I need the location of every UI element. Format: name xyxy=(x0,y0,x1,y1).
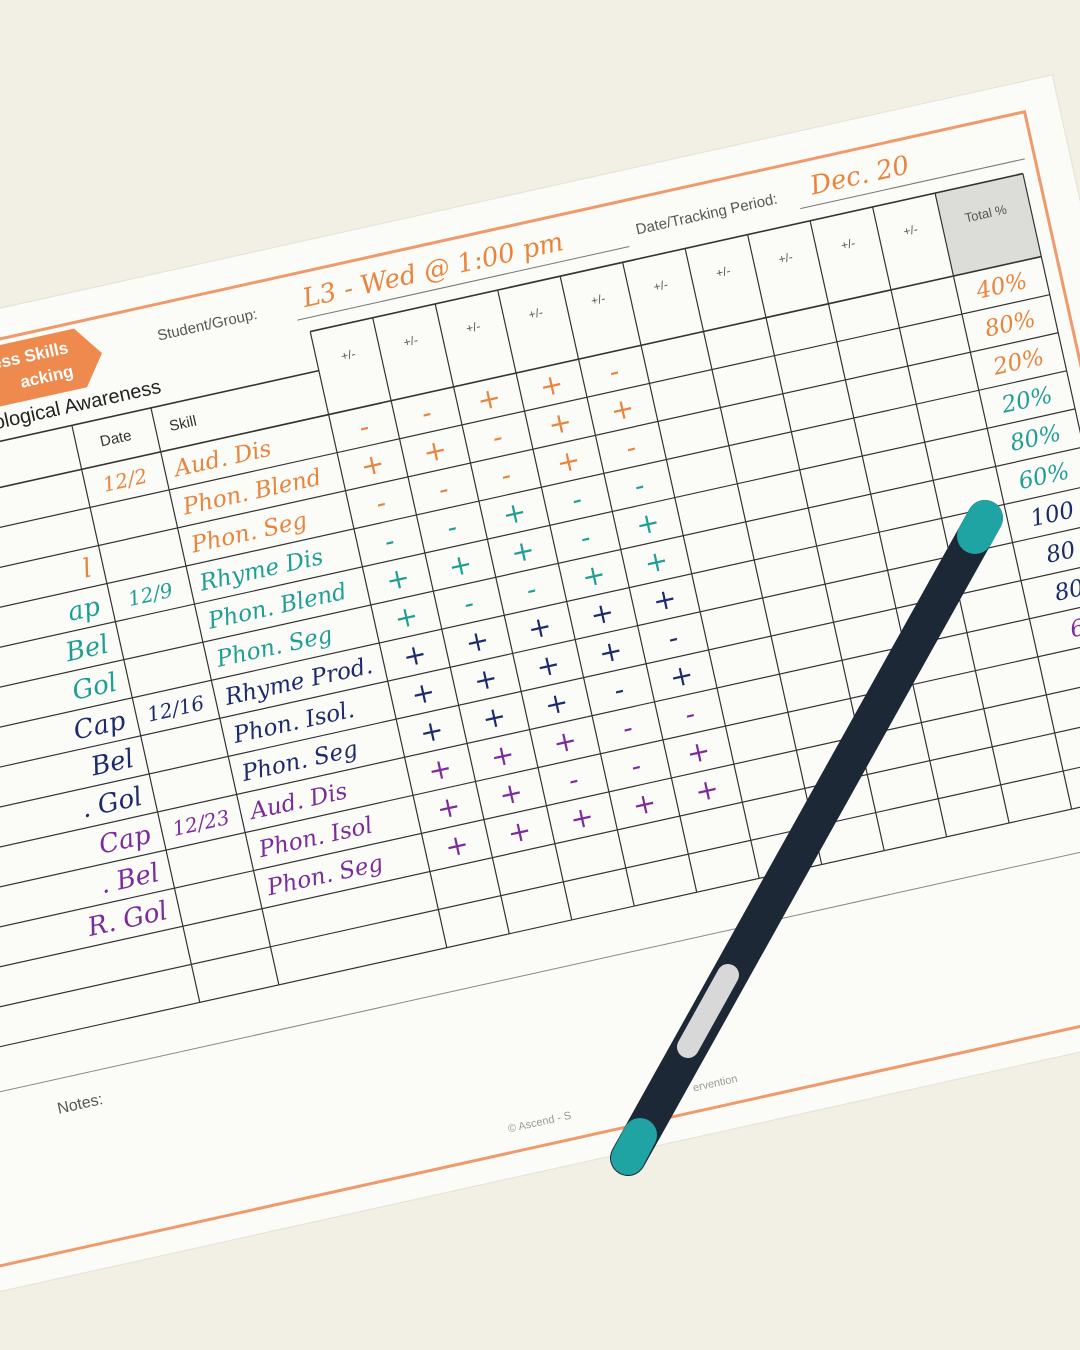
grid-line xyxy=(0,369,320,517)
grid-line xyxy=(497,289,635,907)
total-header-cell xyxy=(935,173,1042,277)
pen-label xyxy=(677,964,739,1058)
grid-line xyxy=(622,262,760,879)
total: 80 xyxy=(1052,575,1080,607)
grid-line xyxy=(434,303,573,921)
grid-line xyxy=(0,674,1080,980)
pen-tip xyxy=(611,1118,657,1175)
grid-line xyxy=(150,407,280,985)
grid-line xyxy=(0,789,1080,1094)
grid-line xyxy=(0,446,1080,751)
grid-line xyxy=(0,370,1067,675)
grid-line xyxy=(871,206,1010,824)
pen xyxy=(610,500,1003,1176)
grid-line xyxy=(0,560,1080,865)
grid-line xyxy=(0,255,1042,561)
grid-line xyxy=(1022,173,1080,790)
column-header: +/- xyxy=(465,319,482,336)
grid-line xyxy=(0,598,1080,903)
grid-line xyxy=(309,331,448,948)
grid-line xyxy=(0,484,1080,789)
grid-line xyxy=(934,192,1073,810)
grid-line xyxy=(0,750,1080,1056)
grid-line xyxy=(0,294,1050,599)
notes-line xyxy=(0,832,1080,1137)
grid-line xyxy=(310,172,1024,333)
column-header: +/- xyxy=(902,222,919,239)
grid-line xyxy=(0,522,1080,827)
grid-line xyxy=(0,332,1059,637)
column-header: +/- xyxy=(402,333,419,350)
field-line xyxy=(800,158,1025,210)
column-header: +/- xyxy=(715,264,732,281)
grid-line xyxy=(0,408,1076,713)
grid-line xyxy=(684,248,823,865)
column-header: +/- xyxy=(527,305,544,322)
field-line xyxy=(297,246,630,321)
student-name: ap xyxy=(65,591,103,627)
total: 6 xyxy=(1068,615,1080,644)
column-header: Skill xyxy=(168,413,199,436)
column-header: +/- xyxy=(340,347,357,364)
column-header: +/- xyxy=(590,291,607,308)
column-header: +/- xyxy=(652,277,669,294)
total: 80 xyxy=(1044,537,1078,569)
grid-line xyxy=(71,425,201,1003)
grid-line xyxy=(372,317,510,934)
column-header: Date xyxy=(98,427,133,450)
grid-line xyxy=(0,712,1080,1018)
grid-line xyxy=(559,276,698,893)
page-border xyxy=(0,109,1080,1304)
grid-line xyxy=(809,220,948,837)
column-header: +/- xyxy=(840,236,857,253)
column-header: +/- xyxy=(777,250,794,267)
pen-cap-end xyxy=(957,500,1003,554)
